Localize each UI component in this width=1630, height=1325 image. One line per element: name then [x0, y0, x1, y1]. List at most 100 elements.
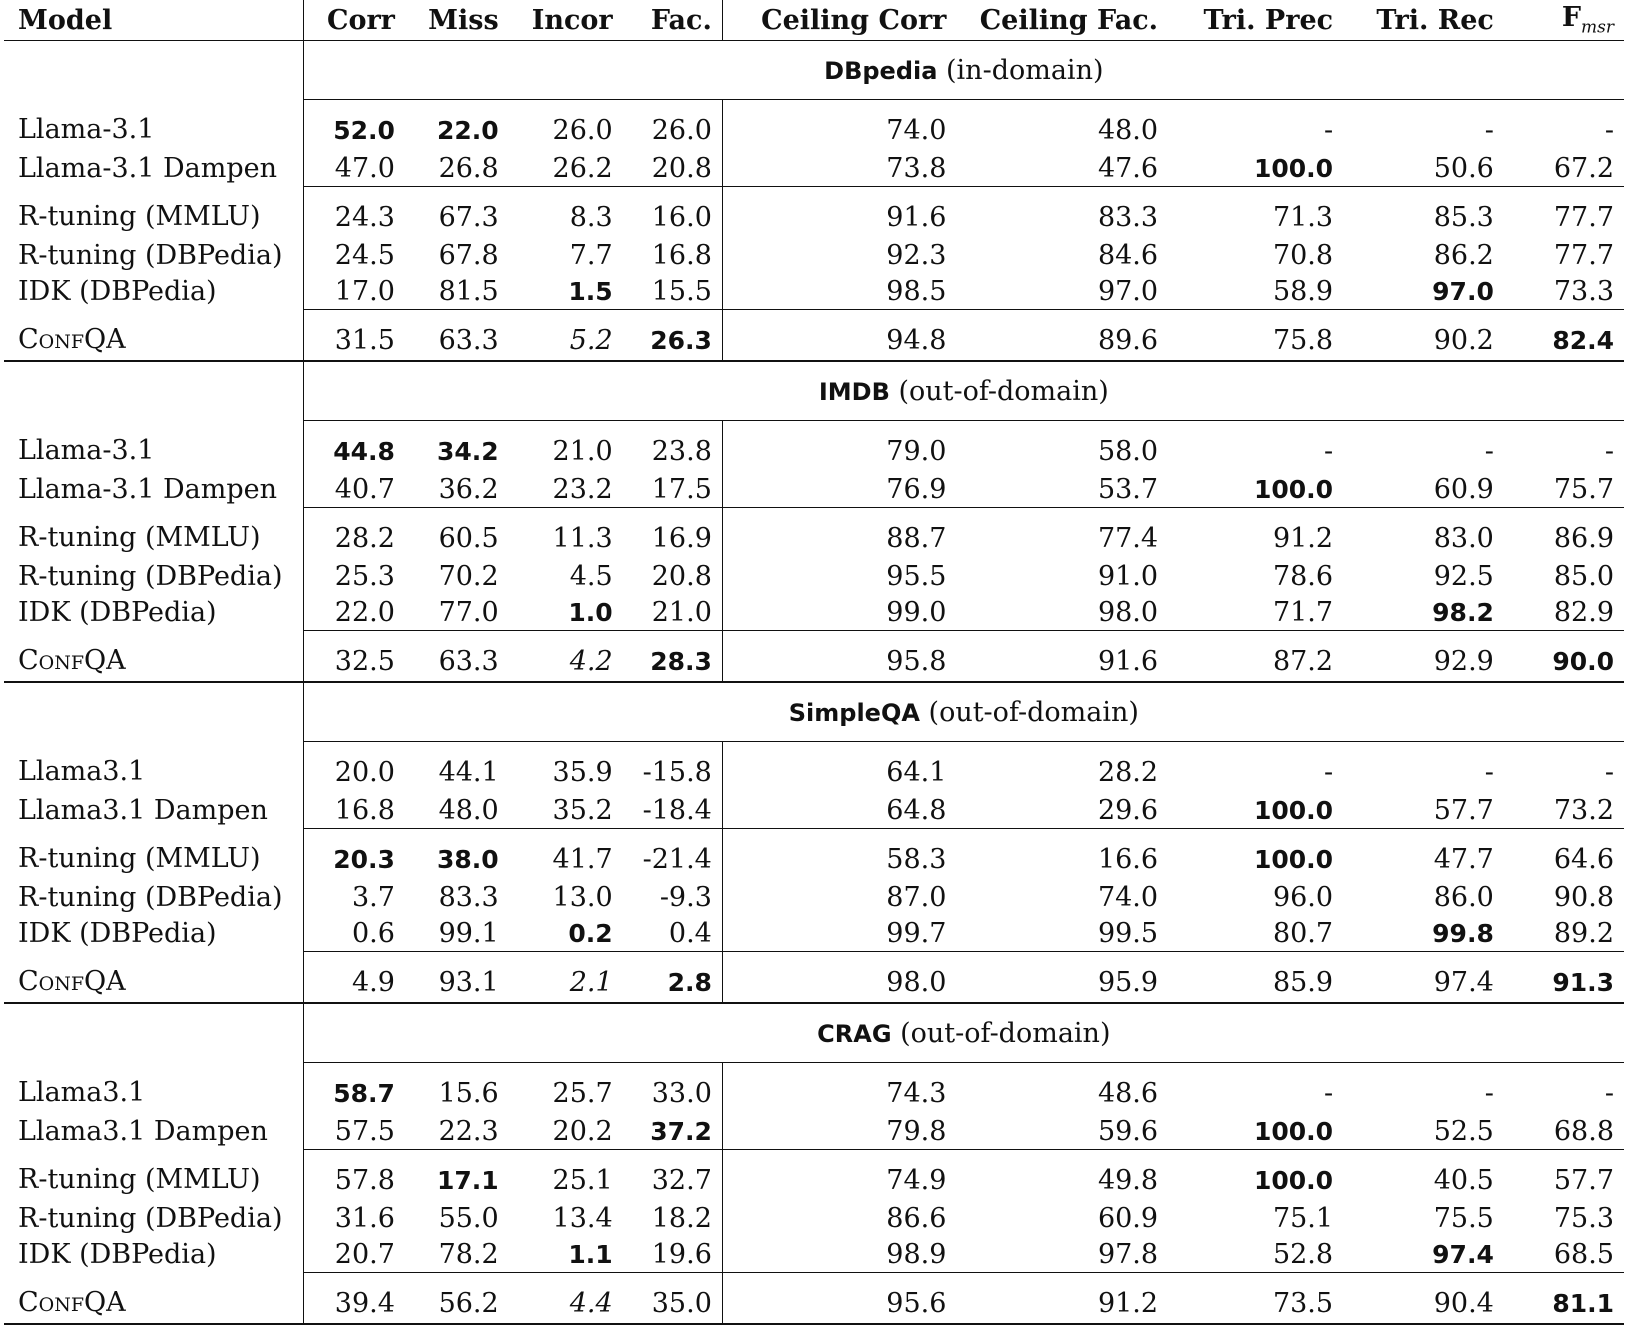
metric-value: 85.0 — [1553, 560, 1614, 592]
section-domain: (out-of-domain) — [900, 1017, 1111, 1049]
col-header-fmsr: Fmsr — [1503, 0, 1624, 41]
section-domain: (out-of-domain) — [928, 696, 1139, 728]
model-name: Llama3.1 — [18, 756, 146, 788]
metric-value: 4.5 — [569, 560, 613, 592]
metric-value: 67.8 — [438, 239, 499, 271]
metric-cell: -9.3 — [623, 879, 723, 915]
metric-cell: 64.8 — [721, 792, 957, 829]
metric-value: 90.8 — [1553, 881, 1614, 913]
metric-value: 92.5 — [1433, 560, 1494, 592]
metric-cell: 35.0 — [622, 1272, 723, 1325]
col-header-ceiling-fac: Ceiling Fac. — [956, 0, 1169, 41]
metric-cell: 86.6 — [721, 1200, 957, 1236]
metric-value: 24.5 — [334, 239, 395, 271]
metric-value: 55.0 — [438, 1202, 499, 1234]
metric-value: 57.7 — [1553, 1164, 1614, 1196]
metric-cell: 50.6 — [1343, 150, 1504, 187]
metric-value: 99.5 — [1097, 917, 1159, 949]
metric-value: 98.0 — [886, 966, 947, 998]
metric-value: 95.5 — [886, 560, 947, 592]
model-name: IDK (DBPedia) — [18, 1238, 217, 1270]
metric-value: 90.2 — [1433, 324, 1494, 356]
metric-value: 47.6 — [1097, 152, 1159, 184]
model-name: ConfQA — [4, 1272, 304, 1325]
metric-value: 79.8 — [886, 1115, 947, 1147]
metric-cell: 78.6 — [1168, 558, 1343, 594]
metric-value: 29.6 — [1097, 794, 1159, 826]
metric-cell: 90.4 — [1343, 1272, 1504, 1325]
table-row: ConfQA 31.5 63.3 5.2 26.3 94.8 89.6 75.8 90.2 82.… — [4, 309, 1624, 362]
metric-value: 92.9 — [1433, 645, 1494, 677]
metric-value: 40.7 — [334, 473, 395, 505]
metric-cell: 58.9 — [1168, 273, 1343, 310]
metric-value: 21.0 — [651, 596, 712, 628]
metric-value: 89.6 — [1097, 324, 1159, 356]
metric-value: 34.2 — [437, 436, 499, 466]
metric-value: 39.4 — [334, 1287, 395, 1319]
metric-value: 91.6 — [1097, 645, 1159, 677]
metric-cell: 98.5 — [721, 273, 957, 310]
metric-cell: 91.6 — [956, 630, 1169, 683]
metric-cell: 48.6 — [956, 1063, 1168, 1114]
metric-cell: - — [1343, 421, 1504, 472]
metric-value: 79.0 — [886, 435, 947, 467]
model-name: ConfQA — [4, 309, 304, 362]
metric-cell: 75.7 — [1504, 471, 1624, 508]
metric-cell: 87.0 — [721, 879, 957, 915]
metric-cell: 67.2 — [1504, 150, 1624, 187]
metric-value: 75.5 — [1433, 1202, 1494, 1234]
model-name: R-tuning (MMLU) — [18, 522, 261, 554]
metric-cell: 60.5 — [404, 507, 509, 558]
metric-value: 37.2 — [650, 1116, 712, 1146]
metric-value: 60.5 — [438, 522, 499, 554]
col-header-incor: Incor — [508, 0, 623, 41]
model-name: Llama3.1 — [18, 1077, 146, 1109]
metric-value: 19.6 — [651, 1238, 712, 1270]
metric-value: 82.9 — [1553, 596, 1614, 628]
metric-cell: - — [1504, 421, 1624, 472]
metric-cell: - — [1168, 421, 1343, 472]
metric-cell: 26.0 — [623, 100, 723, 151]
metric-value: 32.7 — [651, 1164, 712, 1196]
metric-cell: 95.8 — [721, 630, 957, 683]
metric-value: 97.0 — [1432, 276, 1494, 306]
metric-value: 20.3 — [333, 844, 395, 874]
metric-value: - — [1323, 114, 1334, 146]
metric-value: 4.2 — [569, 645, 613, 677]
metric-value: 77.0 — [438, 596, 499, 628]
metric-value: - — [1484, 1077, 1494, 1109]
metric-value: 32.5 — [334, 645, 395, 677]
metric-cell: 71.3 — [1168, 186, 1344, 237]
metric-value: 58.7 — [333, 1078, 395, 1108]
metric-cell: 99.5 — [956, 915, 1168, 952]
metric-cell: 70.8 — [1168, 237, 1343, 273]
metric-cell: 58.0 — [956, 421, 1168, 472]
metric-value: 58.3 — [886, 843, 947, 875]
metric-value: 60.9 — [1097, 1202, 1159, 1234]
metric-cell: - — [1343, 100, 1504, 151]
model-name: Llama-3.1 Dampen — [18, 152, 278, 184]
metric-value: 59.6 — [1097, 1115, 1159, 1147]
metric-value: 0.6 — [351, 917, 395, 949]
table-row: Llama-3.1 Dampen 40.7 36.2 23.2 17.5 76.9 53.7… — [4, 471, 1624, 508]
section-name: IMDB — [818, 377, 890, 406]
metric-value: 50.6 — [1433, 152, 1494, 184]
metric-value: 52.8 — [1272, 1238, 1334, 1270]
metric-value: 5.2 — [569, 324, 613, 356]
table-row: R-tuning (DBPedia) 31.6 55.0 13.4 18.2 86.6 60… — [4, 1200, 1624, 1236]
metric-cell: 23.2 — [509, 471, 623, 508]
metric-value: - — [1323, 756, 1334, 788]
metric-value: 41.7 — [552, 843, 613, 875]
section-name: DBpedia — [824, 56, 938, 85]
metric-cell: 16.8 — [623, 237, 723, 273]
metric-value: 89.2 — [1553, 917, 1614, 949]
section-title: DBpedia (in-domain) — [302, 40, 1624, 100]
metric-cell: 26.8 — [405, 150, 509, 187]
metric-cell: 31.6 — [302, 1200, 405, 1236]
metric-value: 83.0 — [1433, 522, 1494, 554]
metric-value: 16.9 — [651, 522, 712, 554]
metric-cell: 58.7 — [302, 1062, 405, 1113]
metric-value: - — [1323, 1077, 1334, 1109]
metric-value: 74.0 — [1097, 881, 1159, 913]
metric-value: 64.8 — [886, 794, 947, 826]
